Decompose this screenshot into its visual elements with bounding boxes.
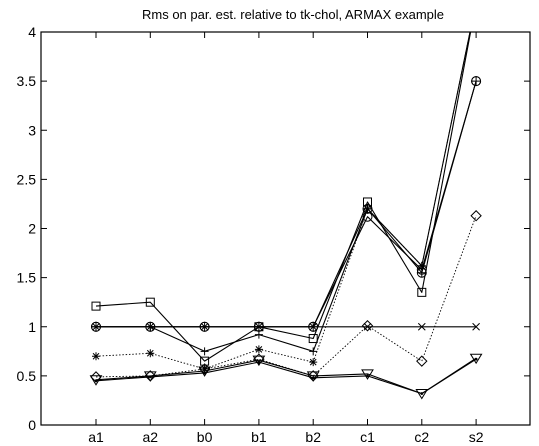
data-point-triangle-down: [306, 371, 320, 382]
data-point-point: [203, 371, 207, 375]
data-point-point: [420, 392, 424, 395]
y-tick-label: 0: [28, 417, 36, 433]
axis-ticks: [41, 31, 530, 426]
data-point-triangle-down: [198, 366, 211, 377]
data-point-star: [146, 349, 155, 358]
y-tick-label: 1: [28, 319, 36, 335]
x-tick-label: c2: [414, 429, 429, 445]
data-point-circle: [308, 321, 319, 332]
series-line-star: [95, 32, 471, 370]
data-point-triangle-down: [252, 355, 266, 367]
data-point-circle: [471, 76, 482, 87]
data-point-x: [417, 322, 426, 331]
data-point-point: [311, 376, 315, 380]
y-tick-label: 2.5: [17, 171, 37, 187]
data-point-square: [308, 334, 318, 344]
data-point-plus: [254, 330, 263, 339]
series-point: [94, 357, 478, 395]
y-tick-label: 4: [28, 24, 36, 40]
data-point-point: [94, 379, 98, 383]
x-tick-label: c1: [360, 429, 375, 445]
data-point-diamond: [470, 210, 482, 222]
plot-frame: [40, 31, 531, 426]
x-tick-label: b0: [197, 429, 213, 445]
data-point-diamond: [253, 353, 265, 365]
data-point-square: [91, 301, 101, 311]
data-point-star: [363, 204, 372, 213]
x-tick-label: b1: [251, 429, 267, 445]
data-point-triangle-down: [415, 389, 429, 400]
x-tick-label: b2: [305, 429, 321, 445]
data-point-star: [92, 352, 100, 361]
data-point-star: [309, 358, 318, 367]
y-tick-label: 2: [28, 221, 36, 237]
y-tick-label: 3: [28, 122, 36, 138]
data-point-plus: [309, 347, 318, 356]
data-point-triangle-down: [469, 353, 483, 365]
data-point-point: [148, 375, 152, 379]
data-point-point: [474, 357, 478, 361]
data-point-diamond: [361, 320, 374, 332]
data-point-plus: [92, 322, 100, 331]
series-circle: [91, 76, 482, 332]
data-point-diamond: [416, 355, 428, 367]
data-point-point: [257, 360, 261, 364]
x-tick-label: s2: [469, 429, 484, 445]
data-point-plus: [200, 347, 209, 356]
data-point-star: [254, 345, 263, 354]
data-point-triangle-down: [361, 369, 374, 380]
data-point-square: [145, 297, 155, 307]
data-point-circle: [199, 321, 210, 332]
data-point-point: [366, 374, 369, 378]
series-triangle-down: [89, 353, 483, 400]
x-tick-label: a2: [143, 429, 159, 445]
series-line-square: [95, 32, 472, 362]
x-tick-label: a1: [88, 429, 104, 445]
data-point-x: [472, 322, 480, 331]
data-point-plus: [146, 322, 155, 331]
series-line-point: [95, 358, 477, 395]
series-group: [89, 32, 483, 400]
y-tick-label: 0.5: [17, 368, 37, 384]
y-tick-label: 3.5: [17, 73, 37, 89]
series-line-circle: [96, 80, 477, 328]
data-point-star: [417, 261, 426, 270]
y-tick-label: 1.5: [17, 270, 37, 286]
tick-labels: 0 0.5 1 1.5 2 2.5 3 3.5 4 a1 a2 b0 b1 b2 c1 c2 s2: [17, 24, 484, 445]
data-point-square: [417, 287, 427, 297]
chart-title: Rms on par. est. relative to tk-chol, AR…: [142, 7, 444, 22]
